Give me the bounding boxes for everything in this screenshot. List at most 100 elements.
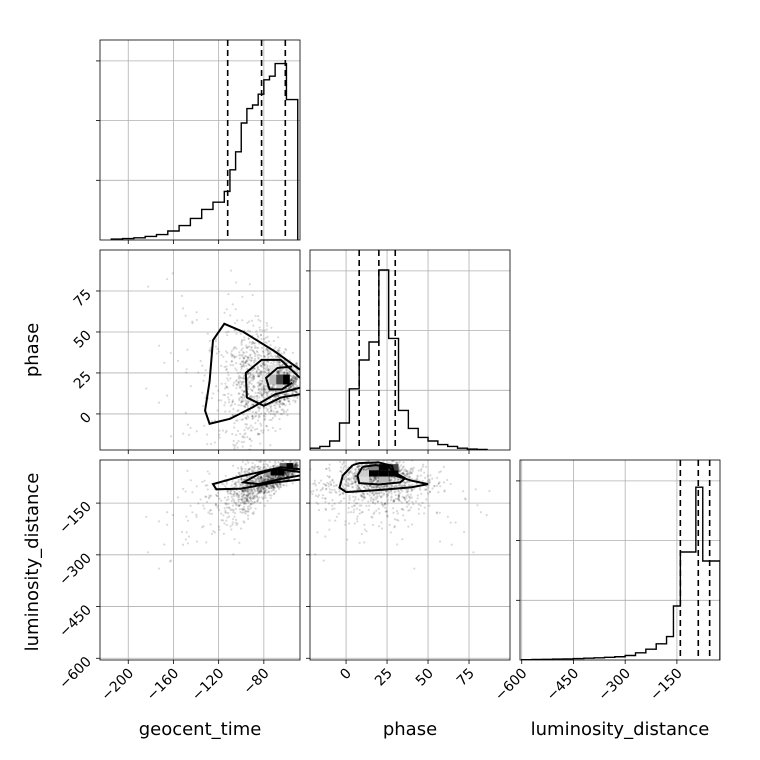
scatter-point — [257, 373, 260, 376]
scatter-point — [270, 418, 273, 421]
scatter-point — [244, 423, 247, 426]
scatter-point — [233, 500, 236, 504]
scatter-point — [411, 483, 414, 486]
scatter-point — [233, 422, 236, 425]
scatter-point — [260, 392, 263, 395]
scatter-point — [449, 482, 452, 486]
scatter-point — [260, 477, 264, 481]
scatter-point — [240, 340, 243, 343]
scatter-point — [239, 332, 242, 335]
scatter-point — [253, 490, 257, 493]
scatter-point — [276, 485, 279, 488]
scatter-point — [371, 501, 375, 505]
scatter-point — [238, 397, 241, 400]
scatter-point — [265, 391, 268, 394]
scatter-point — [251, 415, 254, 418]
scatter-point — [400, 468, 403, 472]
scatter-point — [291, 390, 295, 393]
scatter-point — [353, 479, 356, 482]
scatter-point — [265, 393, 268, 397]
scatter-point — [255, 350, 259, 353]
scatter-point — [238, 504, 241, 508]
scatter-point — [239, 503, 242, 506]
scatter-point — [325, 484, 328, 487]
scatter-point — [249, 491, 252, 494]
scatter-point — [245, 494, 248, 498]
scatter-point — [258, 384, 261, 387]
scatter-point — [247, 468, 250, 472]
scatter-point — [292, 399, 295, 402]
scatter-point — [393, 476, 396, 479]
scatter-point — [243, 336, 246, 339]
scatter-point — [266, 354, 269, 357]
scatter-point — [266, 477, 270, 480]
scatter-point — [274, 462, 277, 465]
scatter-point — [395, 484, 398, 487]
scatter-point — [259, 422, 262, 425]
scatter-point — [395, 462, 399, 465]
scatter-point — [276, 372, 279, 375]
scatter-point — [401, 472, 404, 475]
scatter-point — [401, 507, 404, 510]
scatter-point — [251, 494, 254, 497]
scatter-point — [263, 460, 267, 463]
scatter-point — [274, 490, 277, 493]
scatter-point — [293, 379, 296, 382]
scatter-point — [269, 412, 272, 416]
scatter-point — [245, 500, 248, 503]
scatter-point — [357, 487, 361, 490]
scatter-point — [256, 396, 259, 400]
histogram-luminosity-distance-panel: −600 −450 −300 −150 — [492, 459, 721, 704]
scatter-point — [166, 394, 169, 397]
scatter-point — [231, 508, 234, 512]
scatter-point — [438, 471, 441, 474]
scatter-point — [264, 475, 267, 479]
scatter-point — [292, 378, 295, 381]
scatter-point — [248, 496, 251, 499]
scatter-point — [258, 496, 261, 499]
scatter-point — [230, 484, 233, 487]
scatter-point — [250, 455, 252, 457]
scatter-point — [267, 355, 270, 358]
scatter-point — [222, 532, 225, 535]
scatter-point — [388, 490, 391, 494]
y-tick-label: 50 — [71, 327, 95, 351]
scatter-point — [275, 483, 279, 486]
scatter-point — [266, 452, 268, 454]
scatter-point — [344, 479, 348, 482]
scatter-point — [261, 385, 264, 388]
scatter-point — [242, 490, 245, 493]
scatter-point — [267, 490, 271, 493]
scatter-point — [260, 373, 263, 376]
scatter-point — [195, 540, 199, 543]
scatter-point — [260, 370, 263, 373]
scatter-point — [393, 479, 396, 483]
scatter-point — [247, 337, 250, 340]
scatter-point — [356, 484, 360, 488]
scatter-point — [256, 495, 259, 498]
scatter-point — [274, 475, 277, 478]
scatter-point — [257, 318, 260, 321]
scatter-point — [243, 338, 246, 341]
scatter-point — [257, 491, 260, 494]
scatter-point — [241, 435, 244, 438]
scatter-point — [253, 464, 257, 467]
scatter-point — [250, 319, 254, 322]
scatter-point — [195, 318, 199, 322]
scatter-point — [206, 332, 209, 335]
scatter-point — [383, 485, 386, 488]
scatter-point — [261, 329, 264, 332]
scatter-point — [354, 502, 358, 505]
scatter-point — [260, 488, 263, 491]
scatter-point — [250, 465, 254, 468]
scatter-point — [262, 406, 266, 409]
scatter-point — [250, 394, 253, 398]
scatter-point — [216, 494, 219, 498]
scatter-point — [244, 360, 248, 363]
scatter-point — [186, 519, 190, 522]
scatter-point — [296, 464, 299, 467]
scatter-point — [374, 477, 377, 480]
scatter-point — [244, 416, 248, 420]
scatter-point — [286, 414, 289, 417]
scatter-point — [266, 485, 269, 488]
